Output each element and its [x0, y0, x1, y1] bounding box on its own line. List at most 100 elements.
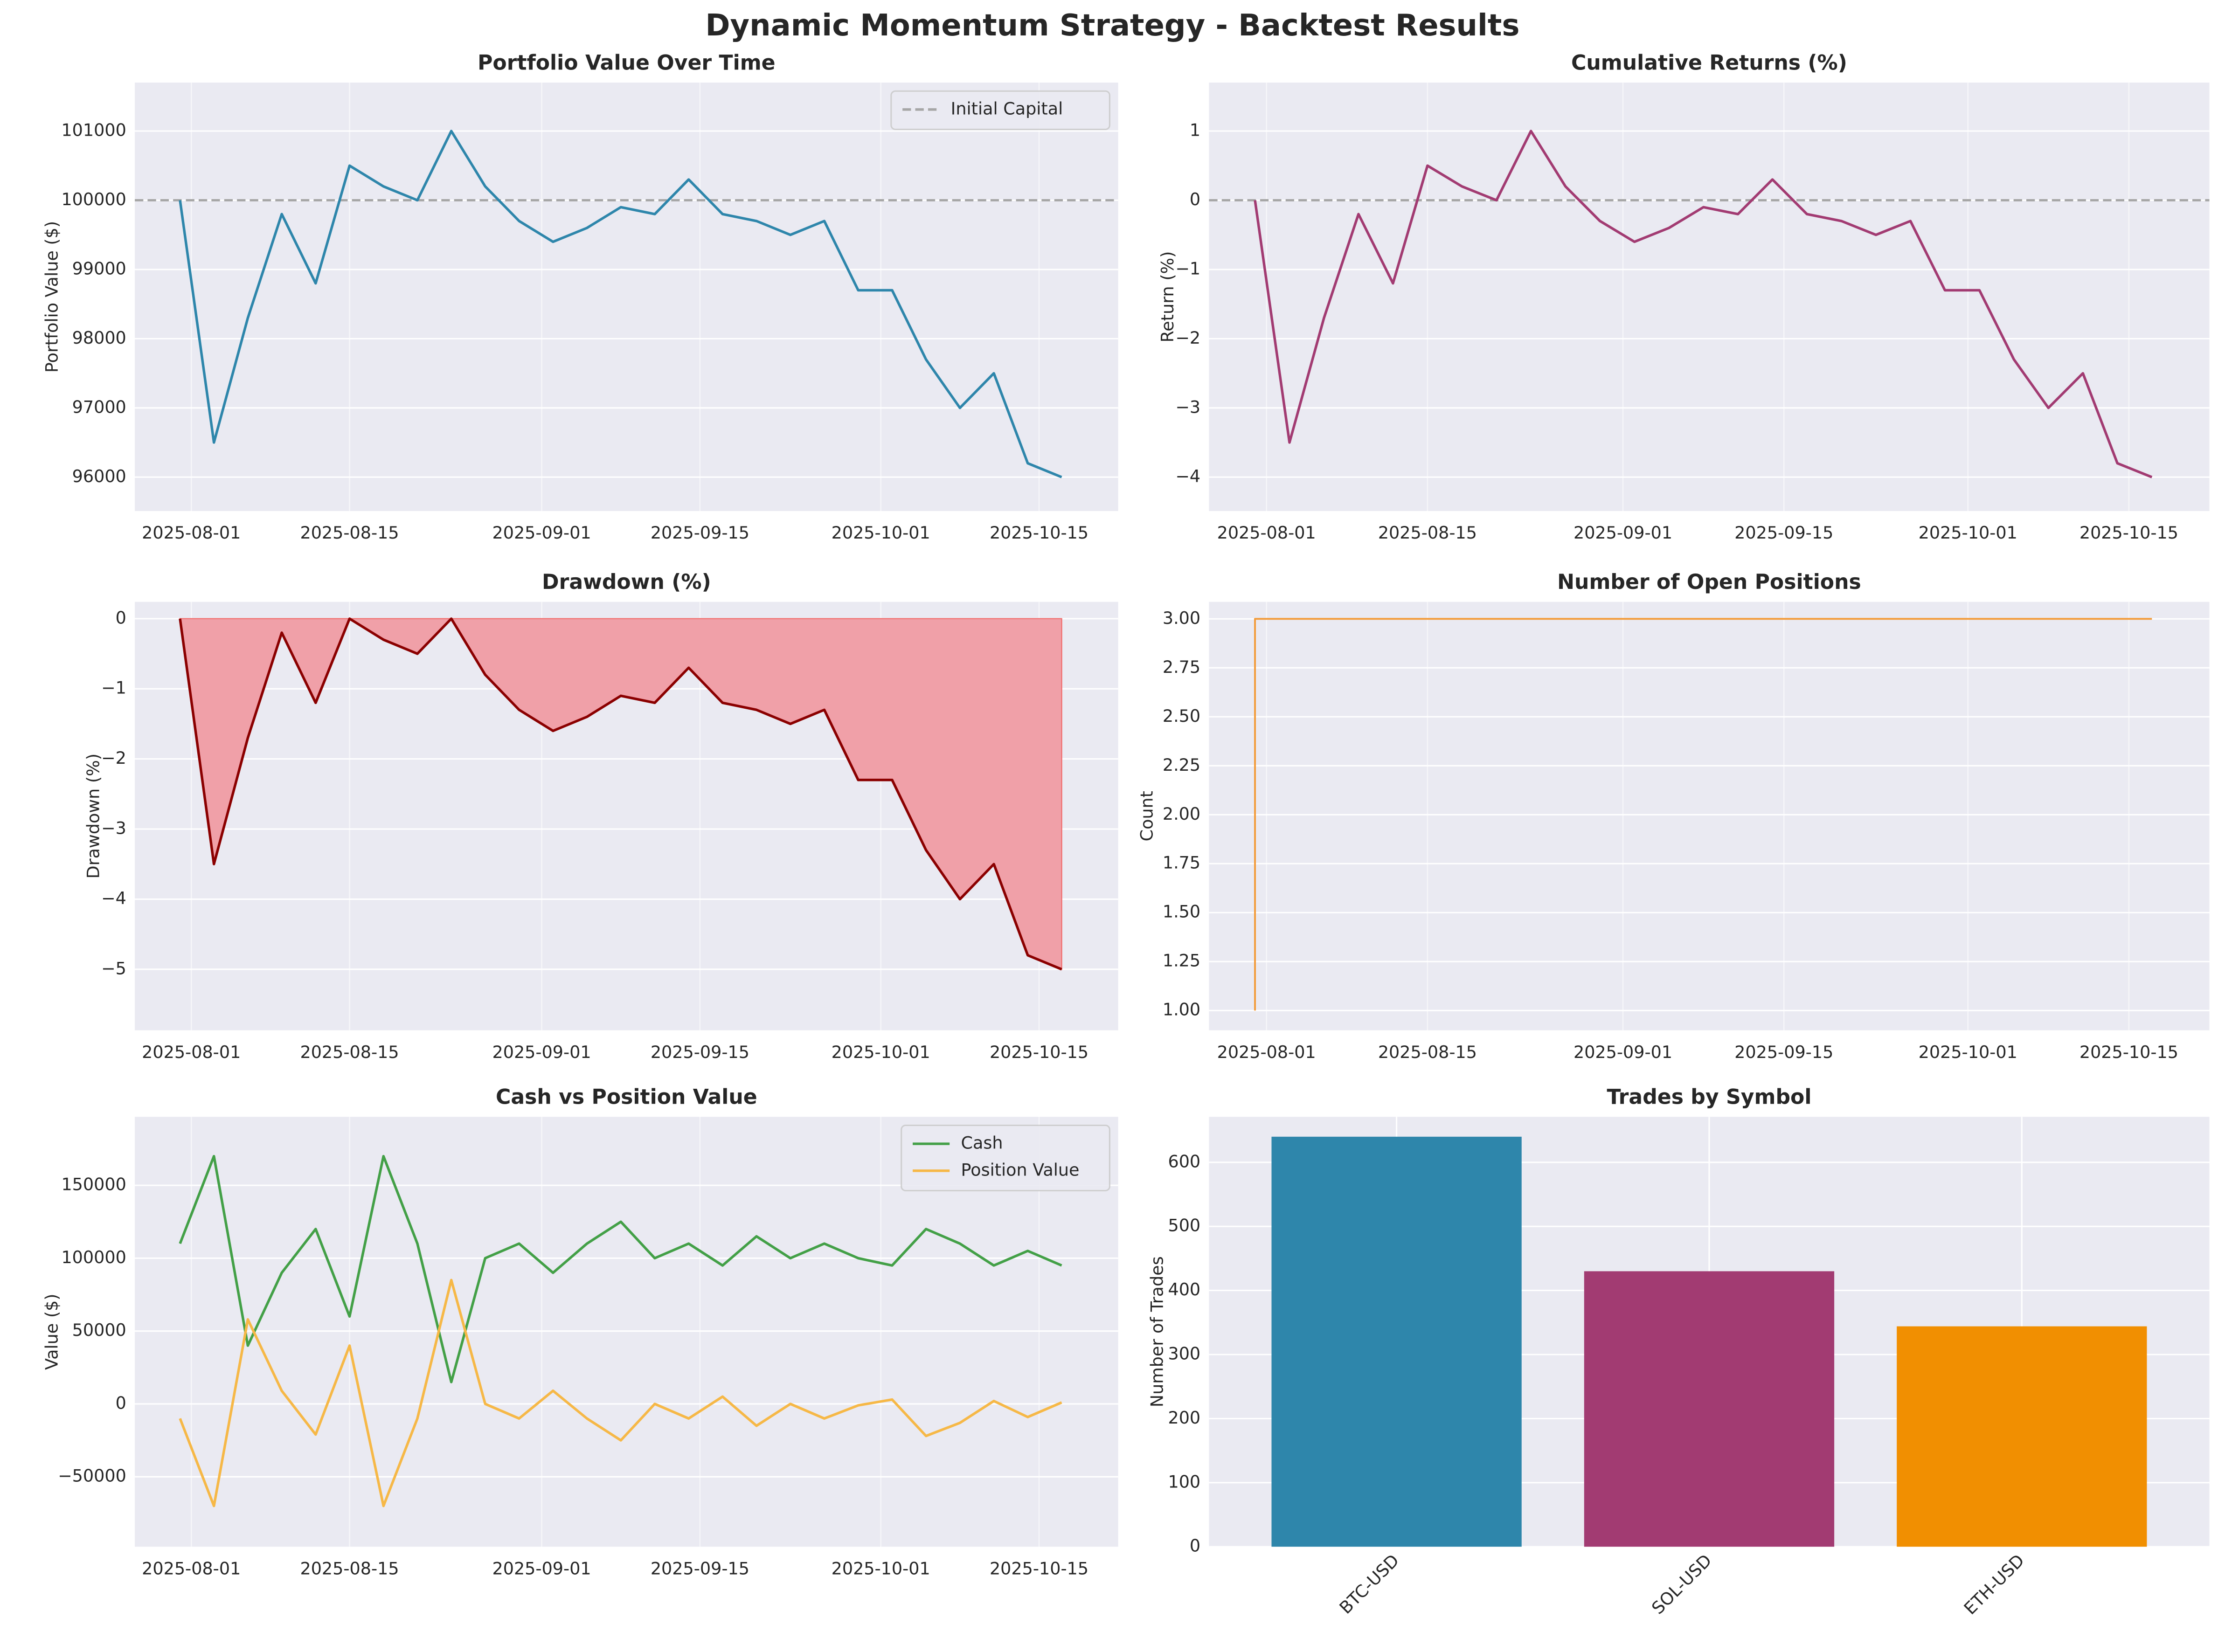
bar: [1897, 1326, 2147, 1547]
y-tick-label: 96000: [72, 466, 126, 486]
x-tick-label: 2025-09-01: [492, 1558, 591, 1578]
x-tick-label: 2025-09-15: [651, 523, 749, 543]
x-tick-label: 2025-09-15: [1734, 1042, 1833, 1062]
line: [179, 617, 1062, 971]
x-tick-label: SOL-USD: [1648, 1550, 1715, 1618]
x-tick-label: 2025-08-01: [142, 1042, 241, 1062]
y-axis-label: Number of Trades: [1147, 1256, 1167, 1407]
x-tick-label: 2025-10-01: [1919, 1042, 2017, 1062]
subplot: Trades by Symbol Number of Trades 0 100 200 3…: [1147, 1085, 2210, 1618]
y-tick-label: 2.75: [1163, 657, 1200, 677]
y-tick-label: −4: [101, 888, 126, 908]
y-tick-label: −3: [101, 818, 126, 838]
y-tick-label: 2.50: [1163, 706, 1200, 726]
x-tick-label: 2025-09-01: [492, 1042, 591, 1062]
y-tick-label: 98000: [72, 328, 126, 348]
x-tick-label: 2025-08-01: [1217, 523, 1316, 543]
y-axis-label: Count: [1137, 791, 1157, 841]
y-tick-label: −3: [1175, 397, 1200, 417]
y-tick-label: −4: [1175, 466, 1200, 486]
y-tick-label: 0: [116, 608, 126, 628]
y-tick-label: 50000: [72, 1320, 126, 1340]
x-tick-label: 2025-10-15: [990, 1042, 1088, 1062]
x-tick-label: 2025-08-15: [300, 1558, 399, 1578]
x-tick-label: 2025-10-01: [1919, 523, 2017, 543]
y-tick-label: −1: [1175, 258, 1200, 278]
legend-box: [901, 1124, 1110, 1192]
y-tick-label: −50000: [58, 1466, 126, 1486]
x-tick-label: 2025-10-15: [990, 523, 1088, 543]
subplot-title: Drawdown (%): [542, 570, 711, 594]
x-tick-label: 2025-08-15: [1378, 523, 1477, 543]
figure-title: Dynamic Momentum Strategy - Backtest Res…: [706, 8, 1520, 43]
x-tick-label: 2025-08-15: [300, 1042, 399, 1062]
y-tick-label: −1: [101, 678, 126, 698]
y-tick-label: 0: [116, 1393, 126, 1413]
subplot-title: Portfolio Value Over Time: [478, 51, 776, 75]
x-tick-label: 2025-08-01: [142, 1558, 241, 1578]
x-tick-label: 2025-10-01: [832, 1558, 930, 1578]
y-tick-label: 100000: [61, 1247, 126, 1267]
y-axis-label: Portfolio Value ($): [42, 221, 62, 373]
subplot: Drawdown (%) Drawdown (%) −5 −4 −3 −2 −1 0 2025-…: [83, 570, 1118, 1062]
y-tick-label: 100000: [61, 189, 126, 209]
subplot: Number of Open Positions Count 1.00 1.25 1.5…: [1137, 570, 2210, 1062]
plot-area: [1209, 83, 2210, 511]
line: [1254, 618, 2152, 1011]
legend: Cash Position Value: [901, 1124, 1110, 1192]
x-tick-label: 2025-08-15: [1378, 1042, 1477, 1062]
bar: [1271, 1136, 1522, 1547]
subplot-title: Trades by Symbol: [1607, 1085, 1811, 1109]
y-axis-label: Return (%): [1158, 251, 1178, 343]
y-tick-label: 99000: [72, 258, 126, 278]
legend-label: Initial Capital: [951, 98, 1063, 118]
legend-box: [890, 90, 1110, 131]
y-tick-label: 200: [1168, 1408, 1200, 1428]
y-tick-label: 2.00: [1163, 804, 1200, 824]
y-tick-label: 1: [1190, 120, 1200, 140]
subplot: Cumulative Returns (%) Return (%) −4 −3 −2 −1…: [1158, 51, 2210, 543]
x-tick-label: 2025-10-15: [2079, 1042, 2178, 1062]
plot-area: [1209, 601, 2210, 1030]
x-tick-label: 2025-10-01: [832, 1042, 930, 1062]
x-tick-label: 2025-09-15: [1734, 523, 1833, 543]
bar: [1584, 1271, 1835, 1547]
y-tick-label: 0: [1190, 189, 1200, 209]
x-tick-label: 2025-09-01: [1573, 1042, 1672, 1062]
x-tick-label: BTC-USD: [1336, 1550, 1403, 1618]
legend-label: Position Value: [961, 1160, 1080, 1180]
subplot: Portfolio Value Over Time Portfolio Value…: [42, 51, 1118, 543]
x-tick-label: 2025-08-01: [1217, 1042, 1316, 1062]
subplot-title: Cumulative Returns (%): [1571, 51, 1847, 75]
y-tick-label: 150000: [61, 1175, 126, 1195]
y-tick-label: 500: [1168, 1216, 1200, 1236]
y-tick-label: 1.75: [1163, 853, 1200, 873]
y-tick-label: 97000: [72, 397, 126, 417]
y-tick-label: 600: [1168, 1151, 1200, 1171]
y-tick-label: 2.25: [1163, 755, 1200, 775]
y-tick-label: 1.50: [1163, 902, 1200, 922]
y-axis-label: Value ($): [42, 1293, 62, 1370]
subplot-title: Number of Open Positions: [1557, 570, 1861, 594]
line: [179, 130, 1062, 478]
x-tick-label: 2025-10-01: [832, 523, 930, 543]
plot-area: [135, 83, 1118, 511]
x-tick-label: 2025-10-15: [2079, 523, 2178, 543]
y-tick-label: 1.00: [1163, 1000, 1200, 1020]
x-tick-label: 2025-09-15: [651, 1558, 749, 1578]
x-tick-label: 2025-10-15: [990, 1558, 1088, 1578]
x-tick-label: 2025-09-15: [651, 1042, 749, 1062]
y-tick-label: 400: [1168, 1279, 1200, 1299]
subplot-title: Cash vs Position Value: [496, 1085, 757, 1109]
y-tick-label: 3.00: [1163, 608, 1200, 628]
y-tick-label: −2: [1175, 328, 1200, 348]
x-tick-label: 2025-08-15: [300, 523, 399, 543]
y-tick-label: −2: [101, 748, 126, 768]
x-tick-label: 2025-09-01: [1573, 523, 1672, 543]
line: [179, 1154, 1062, 1383]
y-axis-label: Drawdown (%): [83, 753, 104, 879]
y-tick-label: −5: [101, 958, 126, 978]
y-tick-label: 0: [1190, 1536, 1200, 1556]
x-tick-label: ETH-USD: [1960, 1550, 2028, 1618]
